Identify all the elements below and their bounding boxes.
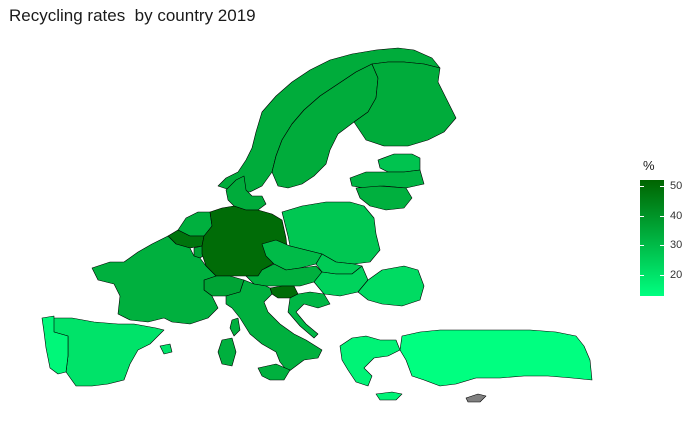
region-hungary (313, 265, 369, 297)
region-greece (339, 335, 401, 387)
map-title: Recycling rates by country 2019 (9, 6, 256, 25)
legend-title: % (643, 158, 655, 173)
region-sardinia (217, 337, 237, 367)
legend-tick-label: 30 (670, 239, 683, 252)
legend-tick-label: 20 (670, 269, 683, 282)
region-balearics (159, 343, 173, 355)
region-finland (353, 61, 457, 147)
region-romania (357, 265, 425, 307)
region-latvia (349, 169, 425, 189)
legend-tick-mark (660, 245, 664, 247)
legend-tick-label: 50 (670, 179, 683, 192)
legend-tick-mark (640, 275, 644, 277)
region-cyprus (465, 393, 487, 403)
legend-tick-mark (640, 215, 644, 217)
region-austria (245, 263, 323, 287)
legend-tick-mark (640, 185, 644, 187)
region-portugal (41, 315, 69, 375)
legend-tick-mark (660, 185, 664, 187)
legend-tick-label: 40 (670, 209, 683, 222)
region-estonia (377, 153, 421, 173)
region-corsica (229, 317, 241, 337)
region-denmark (225, 175, 267, 211)
region-lithuania (355, 185, 413, 211)
legend-tick-mark (660, 275, 664, 277)
region-croatia (287, 291, 331, 339)
region-crete (375, 391, 403, 401)
legend-tick-mark (660, 215, 664, 217)
legend-colorbar (640, 180, 664, 296)
region-sicily (257, 363, 291, 381)
region-turkey (399, 329, 593, 387)
legend-tick-mark (640, 245, 644, 247)
region-italy (225, 279, 323, 373)
region-france (91, 235, 219, 325)
